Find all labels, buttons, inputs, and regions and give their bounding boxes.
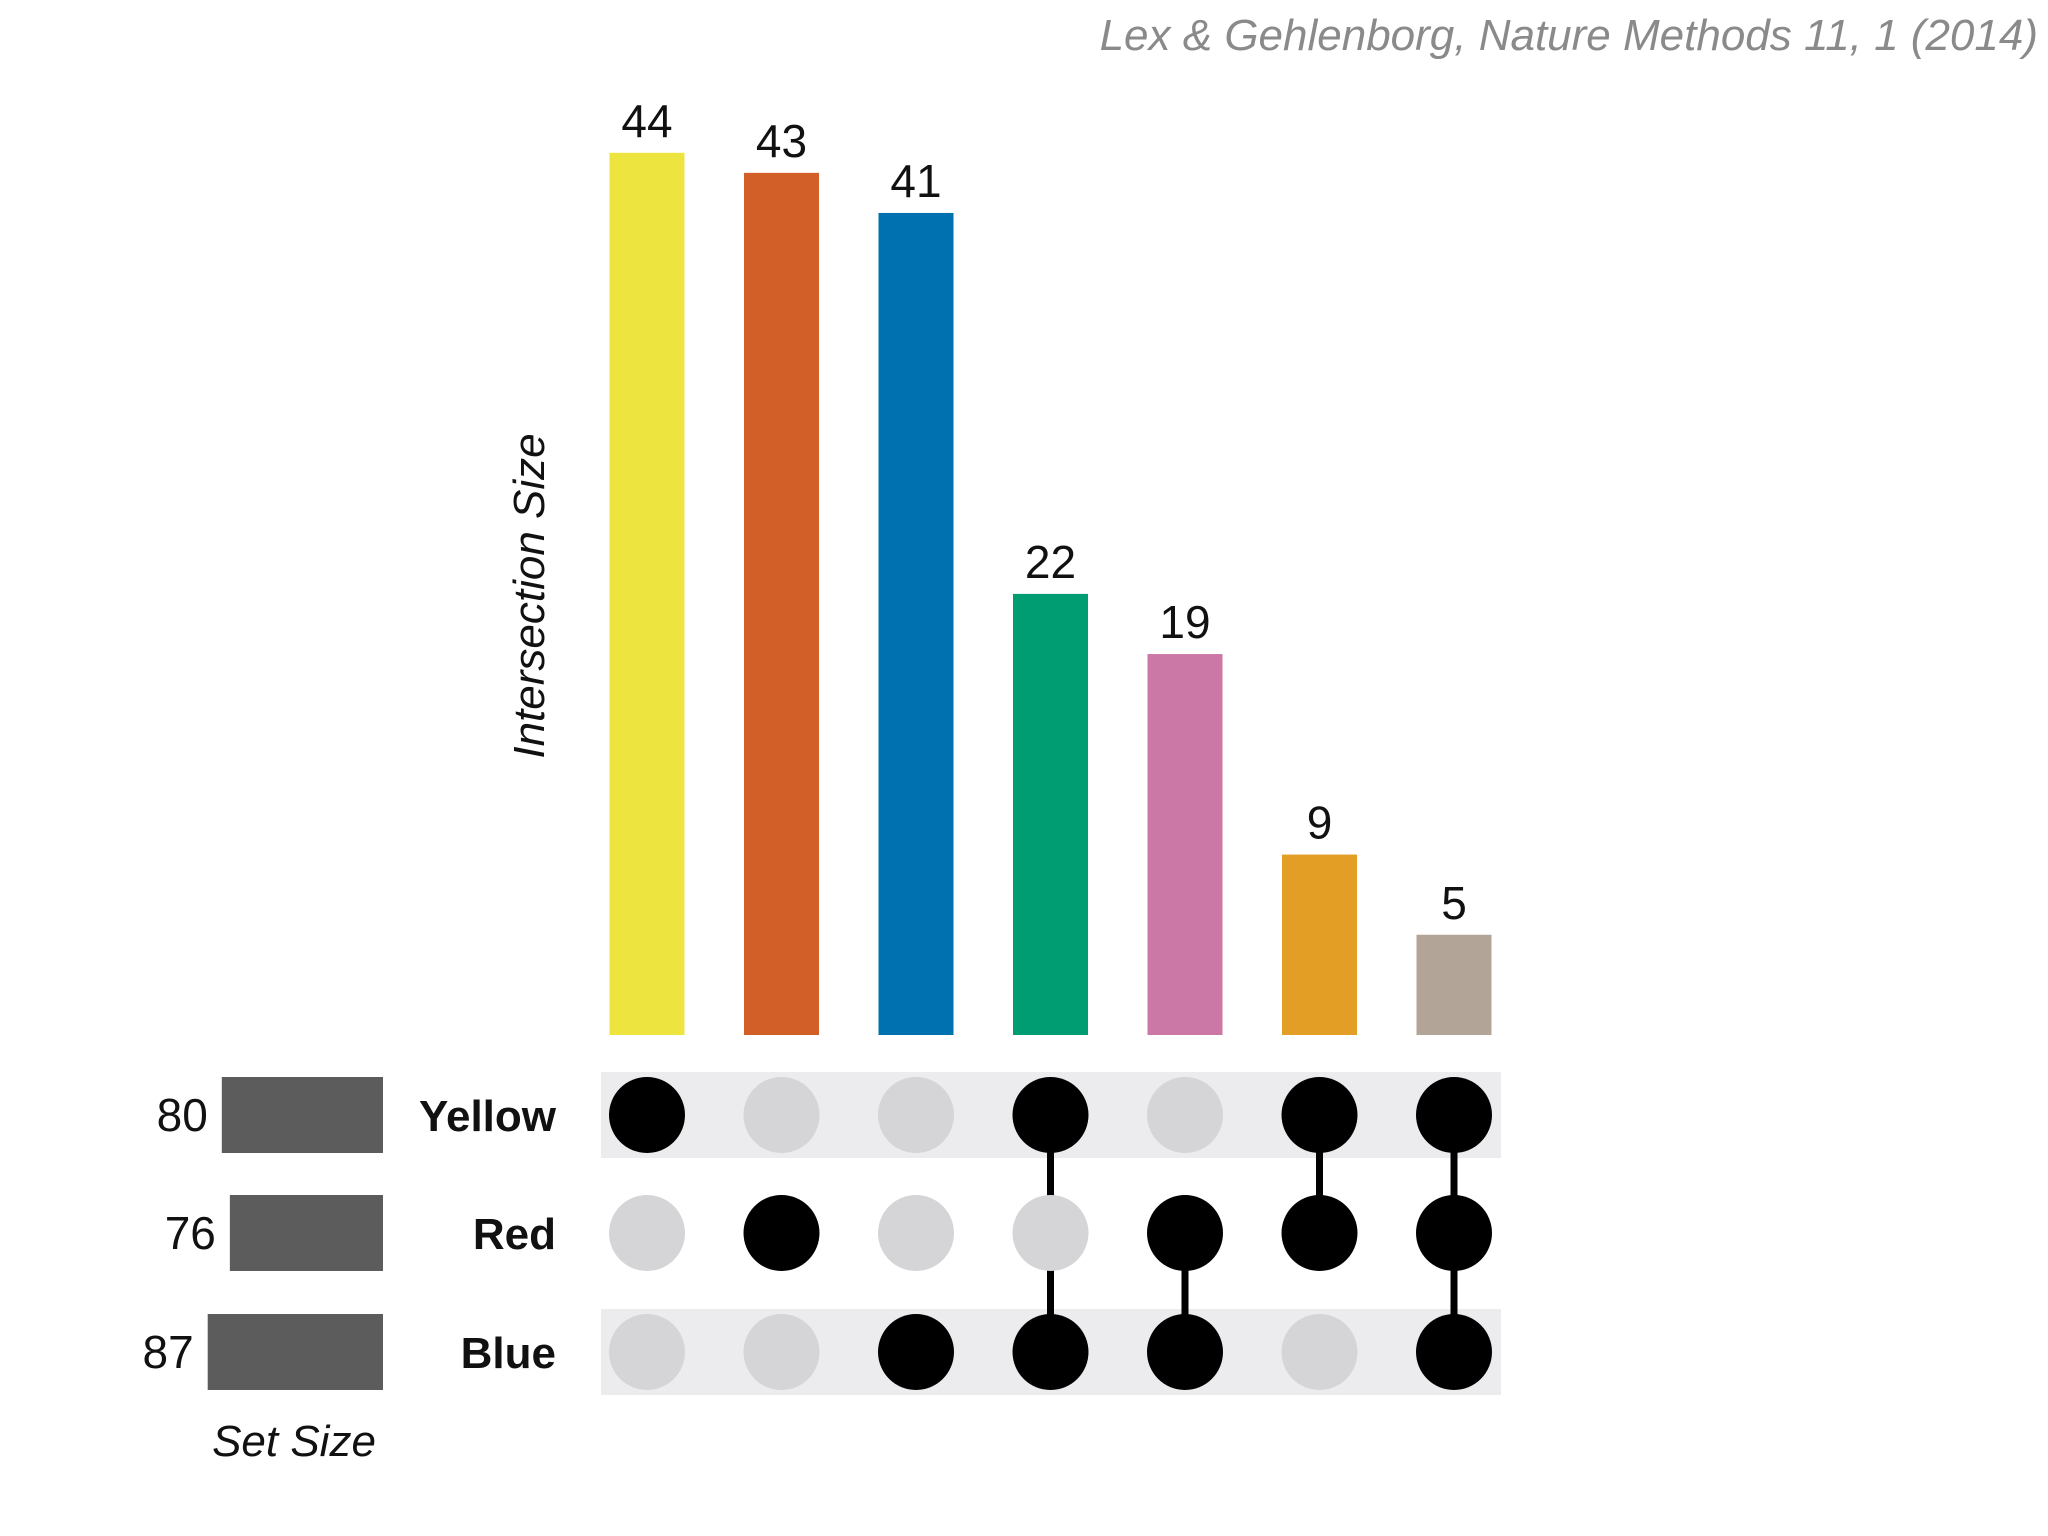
intersection-bar-1 — [744, 172, 819, 1036]
matrix-dot-active — [1416, 1314, 1492, 1390]
matrix-dot-active — [1147, 1314, 1223, 1390]
intersection-bars: 44 43 41 22 19 9 5 — [609, 95, 1492, 1036]
matrix-dot-inactive — [1012, 1195, 1089, 1271]
set-label-blue: Blue — [461, 1329, 556, 1378]
intersection-matrix — [609, 1077, 1492, 1390]
set-size-bar-red — [229, 1195, 383, 1271]
matrix-dot-active — [1281, 1195, 1358, 1271]
set-size-value: 87 — [143, 1326, 194, 1378]
set-size-value: 80 — [157, 1089, 208, 1141]
intersection-value-label: 43 — [756, 115, 807, 167]
y-axis-title: Intersection Size — [505, 433, 554, 758]
intersection-value-label: 44 — [621, 95, 672, 147]
set-size-bars: 80 76 87 — [143, 1077, 383, 1390]
set-size-bar-yellow — [221, 1077, 383, 1153]
matrix-dot-inactive — [878, 1077, 954, 1153]
intersection-bar-3 — [1013, 593, 1088, 1035]
set-label-yellow: Yellow — [419, 1092, 557, 1141]
matrix-dot-inactive — [1281, 1314, 1358, 1390]
matrix-dot-active — [1416, 1077, 1492, 1153]
matrix-dot-active — [1012, 1314, 1089, 1390]
set-size-value: 76 — [165, 1207, 216, 1259]
matrix-dot-inactive — [609, 1195, 685, 1271]
intersection-bar-0 — [609, 152, 685, 1036]
intersection-bar-2 — [878, 212, 954, 1035]
matrix-dot-active — [609, 1077, 685, 1153]
matrix-dot-inactive — [743, 1077, 820, 1153]
matrix-dot-active — [1012, 1077, 1089, 1153]
intersection-value-label: 5 — [1441, 877, 1467, 929]
set-size-title: Set Size — [212, 1417, 376, 1466]
matrix-dot-inactive — [743, 1314, 820, 1390]
intersection-value-label: 9 — [1307, 797, 1333, 849]
intersection-value-label: 19 — [1159, 596, 1210, 648]
matrix-dot-active — [743, 1195, 820, 1271]
intersection-bar-6 — [1416, 934, 1492, 1035]
set-label-red: Red — [473, 1210, 556, 1259]
matrix-dot-active — [1147, 1195, 1223, 1271]
intersection-bar-5 — [1282, 854, 1357, 1035]
matrix-dot-active — [878, 1314, 954, 1390]
matrix-dot-inactive — [609, 1314, 685, 1390]
set-size-bar-blue — [207, 1314, 383, 1390]
intersection-bar-4 — [1147, 654, 1223, 1035]
matrix-dot-inactive — [1147, 1077, 1223, 1153]
citation: Lex & Gehlenborg, Nature Methods 11, 1 (… — [1100, 11, 2038, 60]
matrix-dot-active — [1416, 1195, 1492, 1271]
set-labels: Yellow Red Blue — [419, 1092, 557, 1378]
intersection-value-label: 22 — [1025, 536, 1076, 588]
matrix-dot-active — [1281, 1077, 1358, 1153]
intersection-value-label: 41 — [890, 155, 941, 207]
matrix-dot-inactive — [878, 1195, 954, 1271]
